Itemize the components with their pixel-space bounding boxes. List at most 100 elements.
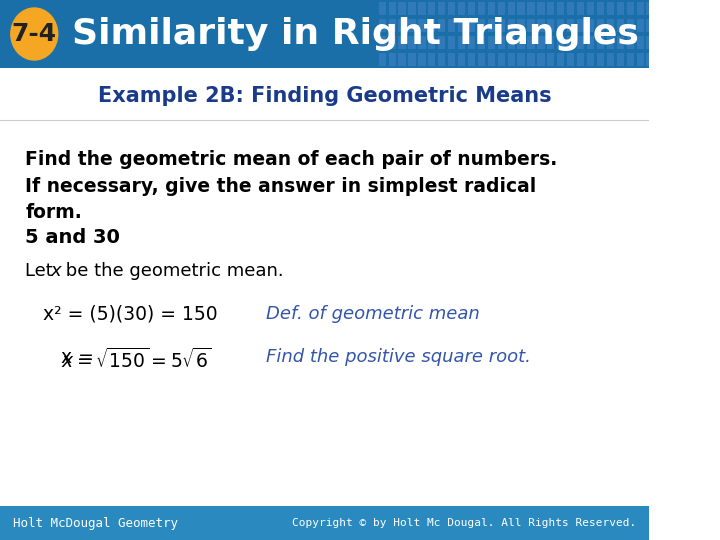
- FancyBboxPatch shape: [647, 19, 654, 32]
- FancyBboxPatch shape: [428, 2, 436, 15]
- FancyBboxPatch shape: [458, 19, 465, 32]
- FancyBboxPatch shape: [508, 53, 515, 66]
- FancyBboxPatch shape: [626, 19, 634, 32]
- FancyBboxPatch shape: [607, 19, 614, 32]
- FancyBboxPatch shape: [408, 19, 415, 32]
- FancyBboxPatch shape: [379, 36, 386, 49]
- FancyBboxPatch shape: [567, 2, 575, 15]
- Text: Holt McDougal Geometry: Holt McDougal Geometry: [13, 516, 178, 530]
- FancyBboxPatch shape: [547, 53, 554, 66]
- FancyBboxPatch shape: [468, 36, 475, 49]
- FancyBboxPatch shape: [389, 36, 396, 49]
- FancyBboxPatch shape: [587, 2, 594, 15]
- FancyBboxPatch shape: [398, 19, 405, 32]
- FancyBboxPatch shape: [487, 2, 495, 15]
- FancyBboxPatch shape: [438, 53, 446, 66]
- Circle shape: [11, 8, 58, 60]
- Text: Find the positive square root.: Find the positive square root.: [266, 348, 531, 366]
- FancyBboxPatch shape: [448, 2, 455, 15]
- FancyBboxPatch shape: [498, 36, 505, 49]
- FancyBboxPatch shape: [626, 53, 634, 66]
- FancyBboxPatch shape: [547, 36, 554, 49]
- FancyBboxPatch shape: [626, 36, 634, 49]
- FancyBboxPatch shape: [389, 19, 396, 32]
- FancyBboxPatch shape: [537, 19, 544, 32]
- Text: 5 and 30: 5 and 30: [25, 228, 120, 247]
- FancyBboxPatch shape: [458, 36, 465, 49]
- FancyBboxPatch shape: [379, 19, 386, 32]
- FancyBboxPatch shape: [636, 53, 644, 66]
- FancyBboxPatch shape: [528, 2, 535, 15]
- FancyBboxPatch shape: [398, 53, 405, 66]
- FancyBboxPatch shape: [478, 36, 485, 49]
- FancyBboxPatch shape: [518, 36, 525, 49]
- FancyBboxPatch shape: [0, 506, 649, 540]
- FancyBboxPatch shape: [577, 19, 584, 32]
- FancyBboxPatch shape: [418, 2, 426, 15]
- FancyBboxPatch shape: [647, 2, 654, 15]
- FancyBboxPatch shape: [389, 2, 396, 15]
- FancyBboxPatch shape: [418, 36, 426, 49]
- FancyBboxPatch shape: [528, 19, 535, 32]
- FancyBboxPatch shape: [616, 19, 624, 32]
- FancyBboxPatch shape: [518, 2, 525, 15]
- Text: $x = \sqrt{150} = 5\sqrt{6}$: $x = \sqrt{150} = 5\sqrt{6}$: [61, 348, 212, 372]
- FancyBboxPatch shape: [468, 19, 475, 32]
- Text: Def. of geometric mean: Def. of geometric mean: [266, 305, 480, 323]
- FancyBboxPatch shape: [587, 53, 594, 66]
- FancyBboxPatch shape: [458, 2, 465, 15]
- Text: be the geometric mean.: be the geometric mean.: [60, 262, 283, 280]
- FancyBboxPatch shape: [487, 36, 495, 49]
- FancyBboxPatch shape: [577, 53, 584, 66]
- FancyBboxPatch shape: [438, 2, 446, 15]
- FancyBboxPatch shape: [647, 53, 654, 66]
- FancyBboxPatch shape: [468, 2, 475, 15]
- FancyBboxPatch shape: [567, 53, 575, 66]
- Text: Copyright © by Holt Mc Dougal. All Rights Reserved.: Copyright © by Holt Mc Dougal. All Right…: [292, 518, 636, 528]
- Text: Similarity in Right Triangles: Similarity in Right Triangles: [72, 17, 639, 51]
- FancyBboxPatch shape: [389, 53, 396, 66]
- FancyBboxPatch shape: [616, 36, 624, 49]
- FancyBboxPatch shape: [616, 53, 624, 66]
- FancyBboxPatch shape: [458, 53, 465, 66]
- FancyBboxPatch shape: [597, 36, 604, 49]
- FancyBboxPatch shape: [518, 19, 525, 32]
- FancyBboxPatch shape: [487, 53, 495, 66]
- FancyBboxPatch shape: [418, 53, 426, 66]
- FancyBboxPatch shape: [398, 2, 405, 15]
- FancyBboxPatch shape: [537, 2, 544, 15]
- FancyBboxPatch shape: [597, 2, 604, 15]
- FancyBboxPatch shape: [408, 53, 415, 66]
- FancyBboxPatch shape: [478, 19, 485, 32]
- FancyBboxPatch shape: [636, 19, 644, 32]
- FancyBboxPatch shape: [498, 53, 505, 66]
- FancyBboxPatch shape: [428, 36, 436, 49]
- FancyBboxPatch shape: [597, 19, 604, 32]
- FancyBboxPatch shape: [587, 19, 594, 32]
- FancyBboxPatch shape: [567, 19, 575, 32]
- FancyBboxPatch shape: [607, 2, 614, 15]
- FancyBboxPatch shape: [547, 19, 554, 32]
- FancyBboxPatch shape: [518, 53, 525, 66]
- FancyBboxPatch shape: [508, 2, 515, 15]
- FancyBboxPatch shape: [0, 0, 649, 68]
- FancyBboxPatch shape: [587, 36, 594, 49]
- FancyBboxPatch shape: [557, 2, 564, 15]
- FancyBboxPatch shape: [498, 2, 505, 15]
- FancyBboxPatch shape: [379, 53, 386, 66]
- FancyBboxPatch shape: [597, 53, 604, 66]
- FancyBboxPatch shape: [468, 53, 475, 66]
- FancyBboxPatch shape: [547, 2, 554, 15]
- Text: x² = (5)(30) = 150: x² = (5)(30) = 150: [43, 305, 218, 324]
- FancyBboxPatch shape: [398, 36, 405, 49]
- FancyBboxPatch shape: [418, 19, 426, 32]
- FancyBboxPatch shape: [636, 36, 644, 49]
- FancyBboxPatch shape: [428, 53, 436, 66]
- FancyBboxPatch shape: [438, 19, 446, 32]
- FancyBboxPatch shape: [636, 2, 644, 15]
- FancyBboxPatch shape: [557, 53, 564, 66]
- FancyBboxPatch shape: [557, 19, 564, 32]
- Text: Find the geometric mean of each pair of numbers.
If necessary, give the answer i: Find the geometric mean of each pair of …: [25, 150, 557, 222]
- FancyBboxPatch shape: [647, 36, 654, 49]
- FancyBboxPatch shape: [487, 19, 495, 32]
